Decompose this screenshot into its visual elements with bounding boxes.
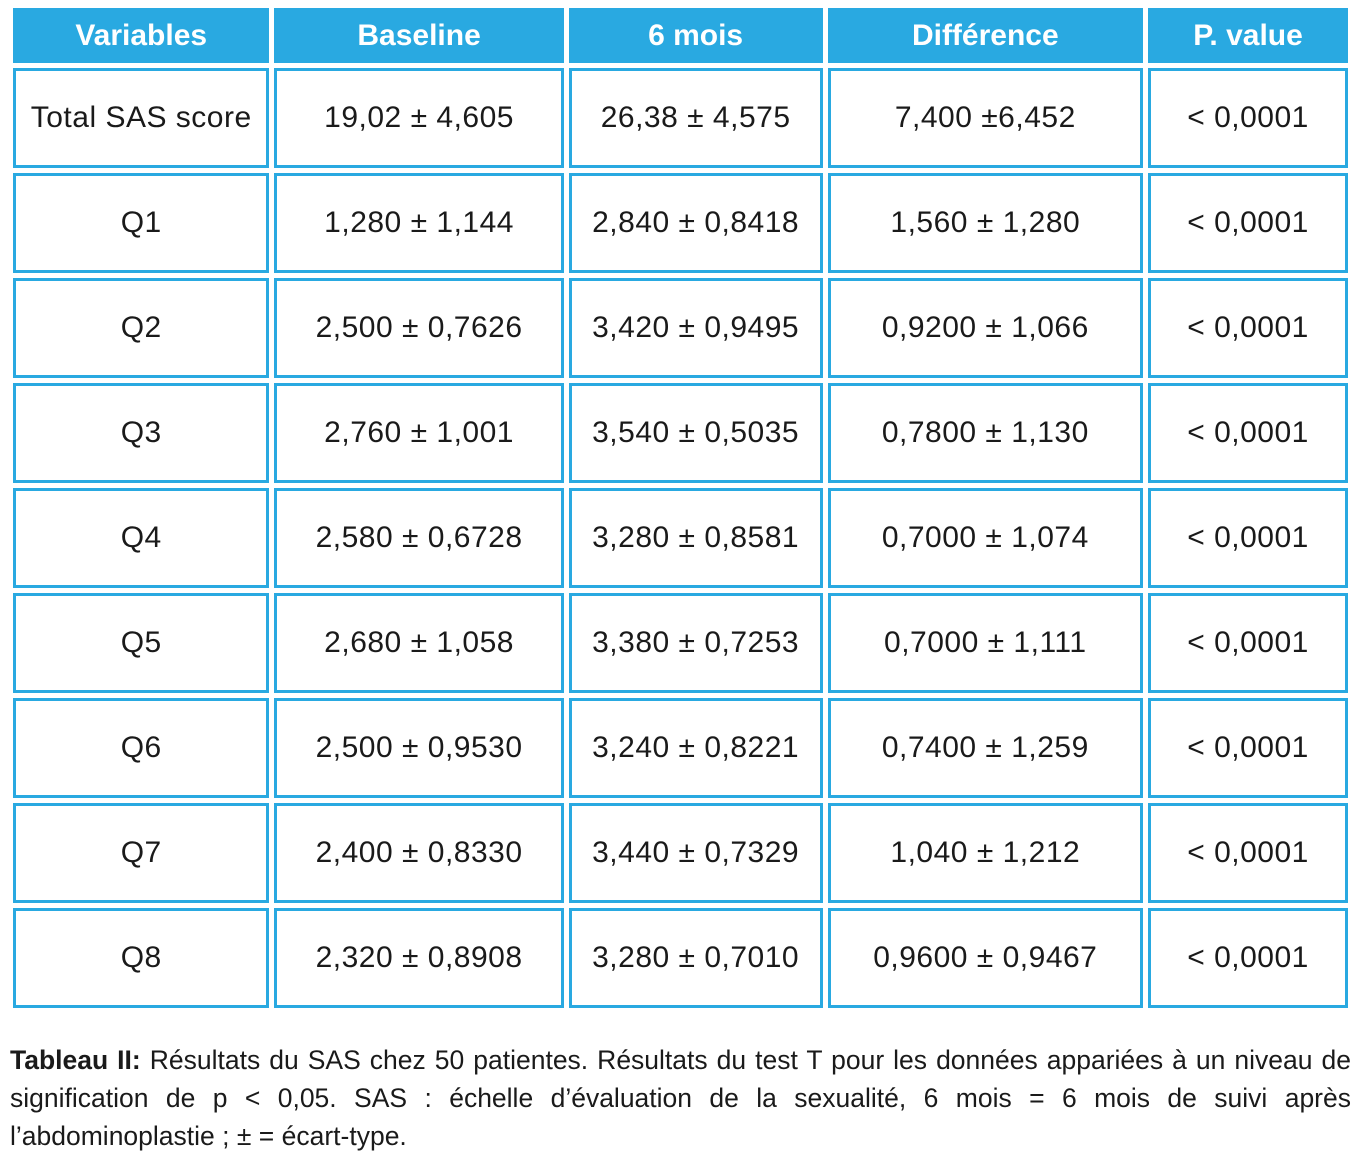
cell-p-value: < 0,0001: [1148, 383, 1348, 483]
cell-difference: 0,9600 ± 0,9467: [827, 908, 1144, 1008]
column-header-difference: Différence: [827, 8, 1144, 63]
table-row-q4: Q4 2,580 ± 0,6728 3,280 ± 0,8581 0,7000 …: [13, 488, 1348, 588]
cell-p-value: < 0,0001: [1148, 593, 1348, 693]
cell-difference: 0,7000 ± 1,074: [827, 488, 1144, 588]
table-row-q8: Q8 2,320 ± 0,8908 3,280 ± 0,7010 0,9600 …: [13, 908, 1348, 1008]
cell-variable: Q7: [13, 803, 270, 903]
table-row-total-sas: Total SAS score 19,02 ± 4,605 26,38 ± 4,…: [13, 68, 1348, 168]
cell-baseline: 19,02 ± 4,605: [274, 68, 564, 168]
cell-baseline: 2,580 ± 0,6728: [274, 488, 564, 588]
cell-difference: 0,7400 ± 1,259: [827, 698, 1144, 798]
cell-baseline: 1,280 ± 1,144: [274, 173, 564, 273]
caption-text: Résultats du SAS chez 50 patientes. Résu…: [10, 1045, 1351, 1151]
cell-variable: Q2: [13, 278, 270, 378]
cell-six-mois: 3,240 ± 0,8221: [568, 698, 823, 798]
cell-variable: Q1: [13, 173, 270, 273]
cell-six-mois: 3,280 ± 0,8581: [568, 488, 823, 588]
cell-baseline: 2,400 ± 0,8330: [274, 803, 564, 903]
table-row-q7: Q7 2,400 ± 0,8330 3,440 ± 0,7329 1,040 ±…: [13, 803, 1348, 903]
column-header-p-value: P. value: [1148, 8, 1348, 63]
cell-six-mois: 3,280 ± 0,7010: [568, 908, 823, 1008]
cell-difference: 0,9200 ± 1,066: [827, 278, 1144, 378]
cell-variable: Q6: [13, 698, 270, 798]
cell-variable: Q8: [13, 908, 270, 1008]
cell-six-mois: 26,38 ± 4,575: [568, 68, 823, 168]
cell-p-value: < 0,0001: [1148, 68, 1348, 168]
cell-six-mois: 3,420 ± 0,9495: [568, 278, 823, 378]
table-row-q1: Q1 1,280 ± 1,144 2,840 ± 0,8418 1,560 ± …: [13, 173, 1348, 273]
column-header-baseline: Baseline: [274, 8, 564, 63]
cell-variable: Total SAS score: [13, 68, 270, 168]
cell-baseline: 2,760 ± 1,001: [274, 383, 564, 483]
table-row-q3: Q3 2,760 ± 1,001 3,540 ± 0,5035 0,7800 ±…: [13, 383, 1348, 483]
cell-six-mois: 3,540 ± 0,5035: [568, 383, 823, 483]
cell-difference: 1,040 ± 1,212: [827, 803, 1144, 903]
cell-difference: 0,7800 ± 1,130: [827, 383, 1144, 483]
cell-p-value: < 0,0001: [1148, 908, 1348, 1008]
column-header-variables: Variables: [13, 8, 270, 63]
table-row-q5: Q5 2,680 ± 1,058 3,380 ± 0,7253 0,7000 ±…: [13, 593, 1348, 693]
results-table: Variables Baseline 6 mois Différence P. …: [8, 3, 1353, 1013]
table-row-q6: Q6 2,500 ± 0,9530 3,240 ± 0,8221 0,7400 …: [13, 698, 1348, 798]
cell-variable: Q5: [13, 593, 270, 693]
caption-label: Tableau II:: [10, 1045, 141, 1075]
cell-p-value: < 0,0001: [1148, 488, 1348, 588]
table-row-q2: Q2 2,500 ± 0,7626 3,420 ± 0,9495 0,9200 …: [13, 278, 1348, 378]
column-header-six-mois: 6 mois: [568, 8, 823, 63]
cell-baseline: 2,500 ± 0,9530: [274, 698, 564, 798]
cell-p-value: < 0,0001: [1148, 278, 1348, 378]
cell-six-mois: 3,440 ± 0,7329: [568, 803, 823, 903]
cell-p-value: < 0,0001: [1148, 173, 1348, 273]
table-caption: Tableau II: Résultats du SAS chez 50 pat…: [10, 1041, 1351, 1155]
table-header-row: Variables Baseline 6 mois Différence P. …: [13, 8, 1348, 63]
cell-baseline: 2,500 ± 0,7626: [274, 278, 564, 378]
cell-p-value: < 0,0001: [1148, 698, 1348, 798]
cell-six-mois: 2,840 ± 0,8418: [568, 173, 823, 273]
cell-baseline: 2,320 ± 0,8908: [274, 908, 564, 1008]
cell-six-mois: 3,380 ± 0,7253: [568, 593, 823, 693]
cell-baseline: 2,680 ± 1,058: [274, 593, 564, 693]
cell-variable: Q4: [13, 488, 270, 588]
cell-difference: 7,400 ±6,452: [827, 68, 1144, 168]
cell-difference: 1,560 ± 1,280: [827, 173, 1144, 273]
cell-p-value: < 0,0001: [1148, 803, 1348, 903]
cell-difference: 0,7000 ± 1,111: [827, 593, 1144, 693]
cell-variable: Q3: [13, 383, 270, 483]
